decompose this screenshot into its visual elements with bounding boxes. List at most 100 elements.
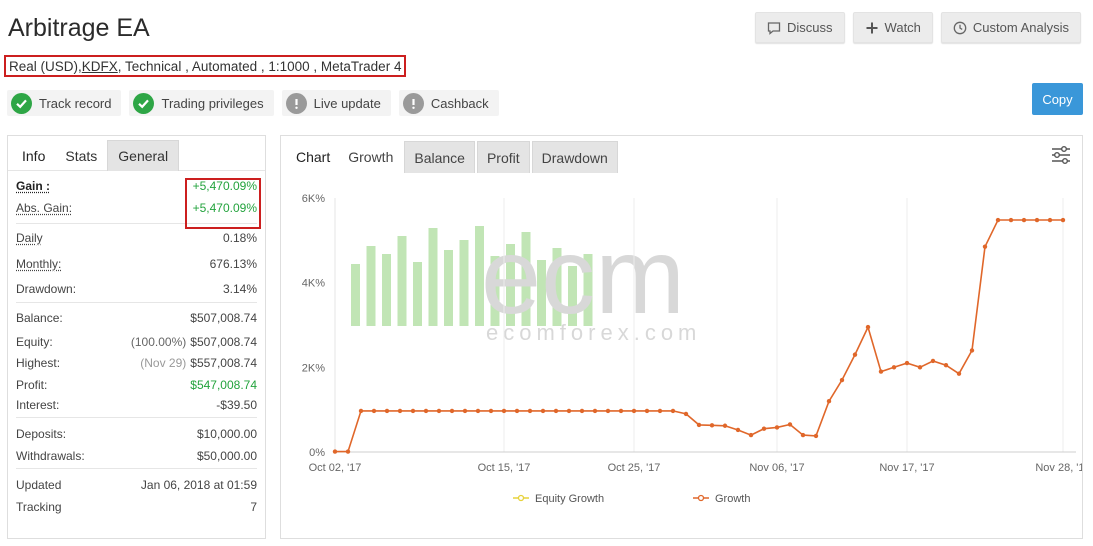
tab-profit[interactable]: Profit — [476, 141, 530, 173]
chart-legend[interactable]: Equity Growth Growth — [513, 493, 750, 505]
growth-point[interactable] — [475, 408, 481, 414]
growth-point[interactable] — [761, 426, 767, 431]
daily-label: Daily — [16, 231, 43, 245]
legend-item[interactable]: Growth — [693, 493, 750, 505]
legend-marker — [517, 494, 525, 502]
updated-row: Updated Jan 06, 2018 at 01:59 — [16, 469, 257, 497]
growth-point[interactable] — [930, 358, 936, 364]
tab-chart[interactable]: Chart — [296, 149, 331, 165]
growth-point[interactable] — [449, 408, 455, 414]
growth-point[interactable] — [345, 449, 351, 454]
growth-point[interactable] — [904, 360, 910, 366]
growth-point[interactable] — [878, 369, 884, 374]
broker-link[interactable]: KDFX — [81, 58, 118, 74]
growth-point[interactable] — [410, 408, 416, 414]
x-tick-label: Oct 15, '17 — [478, 462, 531, 474]
growth-point[interactable] — [735, 427, 741, 433]
growth-point[interactable] — [592, 408, 598, 414]
growth-series[interactable] — [332, 217, 1066, 454]
growth-point[interactable] — [826, 399, 832, 404]
custom-analysis-button[interactable]: Custom Analysis — [940, 12, 1081, 43]
growth-point[interactable] — [371, 408, 377, 414]
tab-info[interactable]: Info — [22, 147, 46, 164]
growth-point[interactable] — [605, 408, 611, 414]
interest-row: Interest: -$39.50 — [16, 395, 257, 417]
growth-point[interactable] — [618, 408, 624, 414]
badge-track-record[interactable]: Track record — [7, 90, 122, 116]
growth-point[interactable] — [852, 352, 858, 357]
growth-point[interactable] — [436, 408, 442, 414]
growth-point[interactable] — [488, 408, 494, 414]
tab-growth[interactable]: Growth — [348, 149, 394, 165]
growth-point[interactable] — [332, 449, 338, 454]
gain-highlight-box — [185, 178, 261, 229]
growth-point[interactable] — [514, 408, 520, 414]
growth-point[interactable] — [774, 425, 780, 430]
badge-cashback[interactable]: Cashback — [398, 90, 499, 116]
growth-point[interactable] — [917, 365, 923, 370]
growth-point[interactable] — [1060, 217, 1066, 223]
growth-point[interactable] — [683, 411, 689, 417]
growth-point[interactable] — [358, 408, 364, 414]
discuss-button[interactable]: Discuss — [755, 12, 845, 43]
growth-point[interactable] — [1034, 217, 1040, 223]
growth-point[interactable] — [579, 408, 585, 414]
growth-point[interactable] — [748, 432, 754, 438]
badge-live-update[interactable]: Live update — [281, 90, 391, 116]
growth-point[interactable] — [709, 423, 715, 428]
tab-balance[interactable]: Balance — [404, 141, 475, 173]
growth-point[interactable] — [423, 408, 429, 414]
growth-point[interactable] — [553, 408, 559, 414]
tab-stats[interactable]: Stats — [65, 147, 98, 164]
highest-value: $557,008.74 — [190, 356, 257, 370]
growth-point[interactable] — [644, 408, 650, 414]
growth-point[interactable] — [865, 324, 871, 330]
growth-point[interactable] — [800, 432, 806, 438]
growth-point[interactable] — [943, 363, 949, 368]
growth-point[interactable] — [1047, 217, 1053, 223]
watermark-bar — [475, 226, 484, 326]
growth-point[interactable] — [566, 408, 572, 414]
growth-point[interactable] — [657, 408, 663, 414]
growth-point[interactable] — [1008, 217, 1014, 223]
watermark-bar — [583, 254, 593, 326]
tab-general[interactable]: General — [107, 140, 180, 171]
growth-point[interactable] — [891, 365, 897, 370]
growth-point[interactable] — [787, 422, 793, 427]
equity-label: Equity: — [16, 334, 53, 349]
growth-point[interactable] — [696, 422, 702, 428]
growth-point[interactable] — [397, 408, 403, 414]
growth-point[interactable] — [813, 433, 819, 439]
chart-settings-icon[interactable] — [1050, 144, 1072, 166]
balance-row: Balance: $507,008.74 — [16, 303, 257, 331]
badge-trading-privileges[interactable]: Trading privileges — [129, 90, 274, 116]
legend-item[interactable]: Equity Growth — [513, 493, 604, 505]
balance-value: $507,008.74 — [190, 311, 257, 325]
growth-point[interactable] — [527, 408, 533, 414]
growth-point[interactable] — [670, 408, 676, 414]
tab-drawdown[interactable]: Drawdown — [531, 141, 618, 173]
copy-button[interactable]: Copy — [1032, 83, 1083, 115]
discuss-label: Discuss — [787, 20, 833, 35]
growth-point[interactable] — [384, 408, 390, 414]
growth-point[interactable] — [969, 348, 975, 353]
comment-icon — [767, 21, 781, 35]
growth-point[interactable] — [982, 244, 988, 249]
growth-point[interactable] — [540, 408, 546, 414]
growth-point[interactable] — [501, 408, 507, 414]
growth-point[interactable] — [839, 377, 845, 383]
watermark-bar — [459, 240, 469, 326]
growth-point[interactable] — [1021, 217, 1027, 223]
account-summary: Real (USD), KDFX , Technical , Automated… — [4, 55, 407, 77]
growth-point[interactable] — [722, 423, 728, 428]
deposits-value: $10,000.00 — [196, 427, 257, 441]
growth-point[interactable] — [995, 217, 1001, 223]
x-tick-label: Nov 17, '17 — [879, 462, 934, 474]
growth-point[interactable] — [462, 408, 468, 414]
growth-point[interactable] — [631, 408, 637, 414]
watch-button[interactable]: Watch — [852, 12, 933, 43]
badge-label: Track record — [39, 95, 112, 111]
legend-label: Growth — [715, 493, 750, 505]
growth-point[interactable] — [956, 371, 962, 376]
